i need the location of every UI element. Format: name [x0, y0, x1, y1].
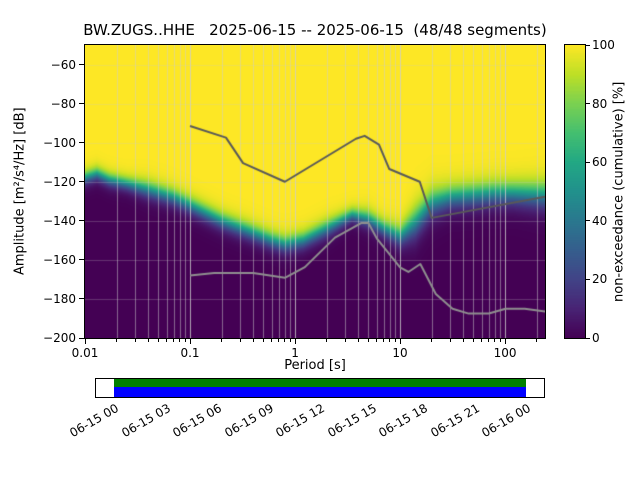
- x-minor-tick-mark: [481, 339, 483, 342]
- x-tick-label: 0.1: [180, 346, 200, 360]
- x-minor-tick-mark: [134, 339, 136, 342]
- x-minor-tick-mark: [147, 339, 149, 342]
- x-minor-tick-mark: [344, 339, 346, 342]
- colorbar-tick-mark: [586, 337, 590, 339]
- y-tick-mark: [79, 259, 84, 261]
- x-minor-tick-mark: [284, 339, 286, 342]
- colorbar-tick-mark: [586, 44, 590, 46]
- x-axis-label: Period [s]: [284, 358, 346, 373]
- x-tick-mark: [504, 339, 506, 344]
- plot-title: BW.ZUGS..HHE 2025-06-15 -- 2025-06-15 (4…: [83, 21, 547, 39]
- x-minor-tick-mark: [462, 339, 464, 342]
- y-tick-label: −100: [43, 135, 76, 150]
- x-tick-mark: [84, 339, 86, 344]
- x-minor-tick-mark: [383, 339, 385, 342]
- y-tick-label: −120: [43, 174, 76, 189]
- colorbar-tick-label: 20: [592, 272, 608, 287]
- x-tick-mark: [189, 339, 191, 344]
- x-tick-label: 100: [493, 346, 517, 360]
- x-minor-tick-mark: [499, 339, 501, 342]
- x-minor-tick-mark: [536, 339, 538, 342]
- x-minor-tick-mark: [252, 339, 254, 342]
- x-minor-tick-mark: [278, 339, 280, 342]
- x-minor-tick-mark: [494, 339, 496, 342]
- x-tick-label: 0.01: [71, 346, 99, 360]
- colorbar-gradient: [565, 45, 585, 338]
- x-minor-tick-mark: [394, 339, 396, 342]
- y-axis-label: Amplitude [m²/s⁴/Hz] [dB]: [12, 107, 28, 276]
- y-tick-label: −160: [43, 252, 76, 267]
- colorbar-tick-mark: [586, 278, 590, 280]
- colorbar-label: non-exceedance (cumulative) [%]: [611, 81, 627, 302]
- colorbar-tick-label: 60: [592, 155, 608, 170]
- x-minor-tick-mark: [449, 339, 451, 342]
- colorbar-tick-label: 100: [592, 38, 615, 52]
- y-tick-mark: [79, 64, 84, 66]
- x-tick-mark: [399, 339, 401, 344]
- timeline-psd-coverage: [114, 379, 526, 387]
- timeline-data-coverage: [114, 387, 526, 397]
- x-minor-tick-mark: [173, 339, 175, 342]
- colorbar-tick-mark: [586, 220, 590, 222]
- x-minor-tick-mark: [431, 339, 433, 342]
- colorbar-frame: [564, 44, 586, 339]
- y-tick-label: −180: [43, 291, 76, 306]
- x-minor-tick-mark: [157, 339, 159, 342]
- y-tick-mark: [79, 103, 84, 105]
- y-tick-mark: [79, 337, 84, 339]
- x-minor-tick-mark: [389, 339, 391, 342]
- x-minor-tick-mark: [239, 339, 241, 342]
- timeline-coverage-bar: [95, 378, 545, 398]
- x-minor-tick-mark: [184, 339, 186, 342]
- x-minor-tick-mark: [472, 339, 474, 342]
- x-minor-tick-mark: [357, 339, 359, 342]
- y-tick-mark: [79, 220, 84, 222]
- x-minor-tick-mark: [262, 339, 264, 342]
- x-minor-tick-mark: [289, 339, 291, 342]
- colorbar-tick-mark: [586, 161, 590, 163]
- y-tick-mark: [79, 181, 84, 183]
- y-tick-label: −60: [50, 57, 76, 72]
- ppsd-heatmap: [85, 45, 545, 338]
- x-tick-label: 10: [392, 346, 408, 360]
- colorbar-tick-mark: [586, 103, 590, 105]
- y-tick-label: −80: [50, 96, 76, 111]
- x-minor-tick-mark: [166, 339, 168, 342]
- y-tick-mark: [79, 298, 84, 300]
- x-minor-tick-mark: [179, 339, 181, 342]
- y-tick-label: −200: [43, 331, 76, 345]
- x-minor-tick-mark: [488, 339, 490, 342]
- x-minor-tick-mark: [221, 339, 223, 342]
- x-minor-tick-mark: [367, 339, 369, 342]
- colorbar-tick-label: 0: [592, 331, 600, 345]
- x-minor-tick-mark: [326, 339, 328, 342]
- x-minor-tick-mark: [271, 339, 273, 342]
- y-tick-mark: [79, 142, 84, 144]
- y-tick-label: −140: [43, 213, 76, 228]
- x-minor-tick-mark: [116, 339, 118, 342]
- colorbar-tick-label: 80: [592, 96, 608, 111]
- x-tick-label: 1: [291, 346, 299, 360]
- x-minor-tick-mark: [376, 339, 378, 342]
- x-tick-mark: [294, 339, 296, 344]
- colorbar-tick-label: 40: [592, 213, 608, 228]
